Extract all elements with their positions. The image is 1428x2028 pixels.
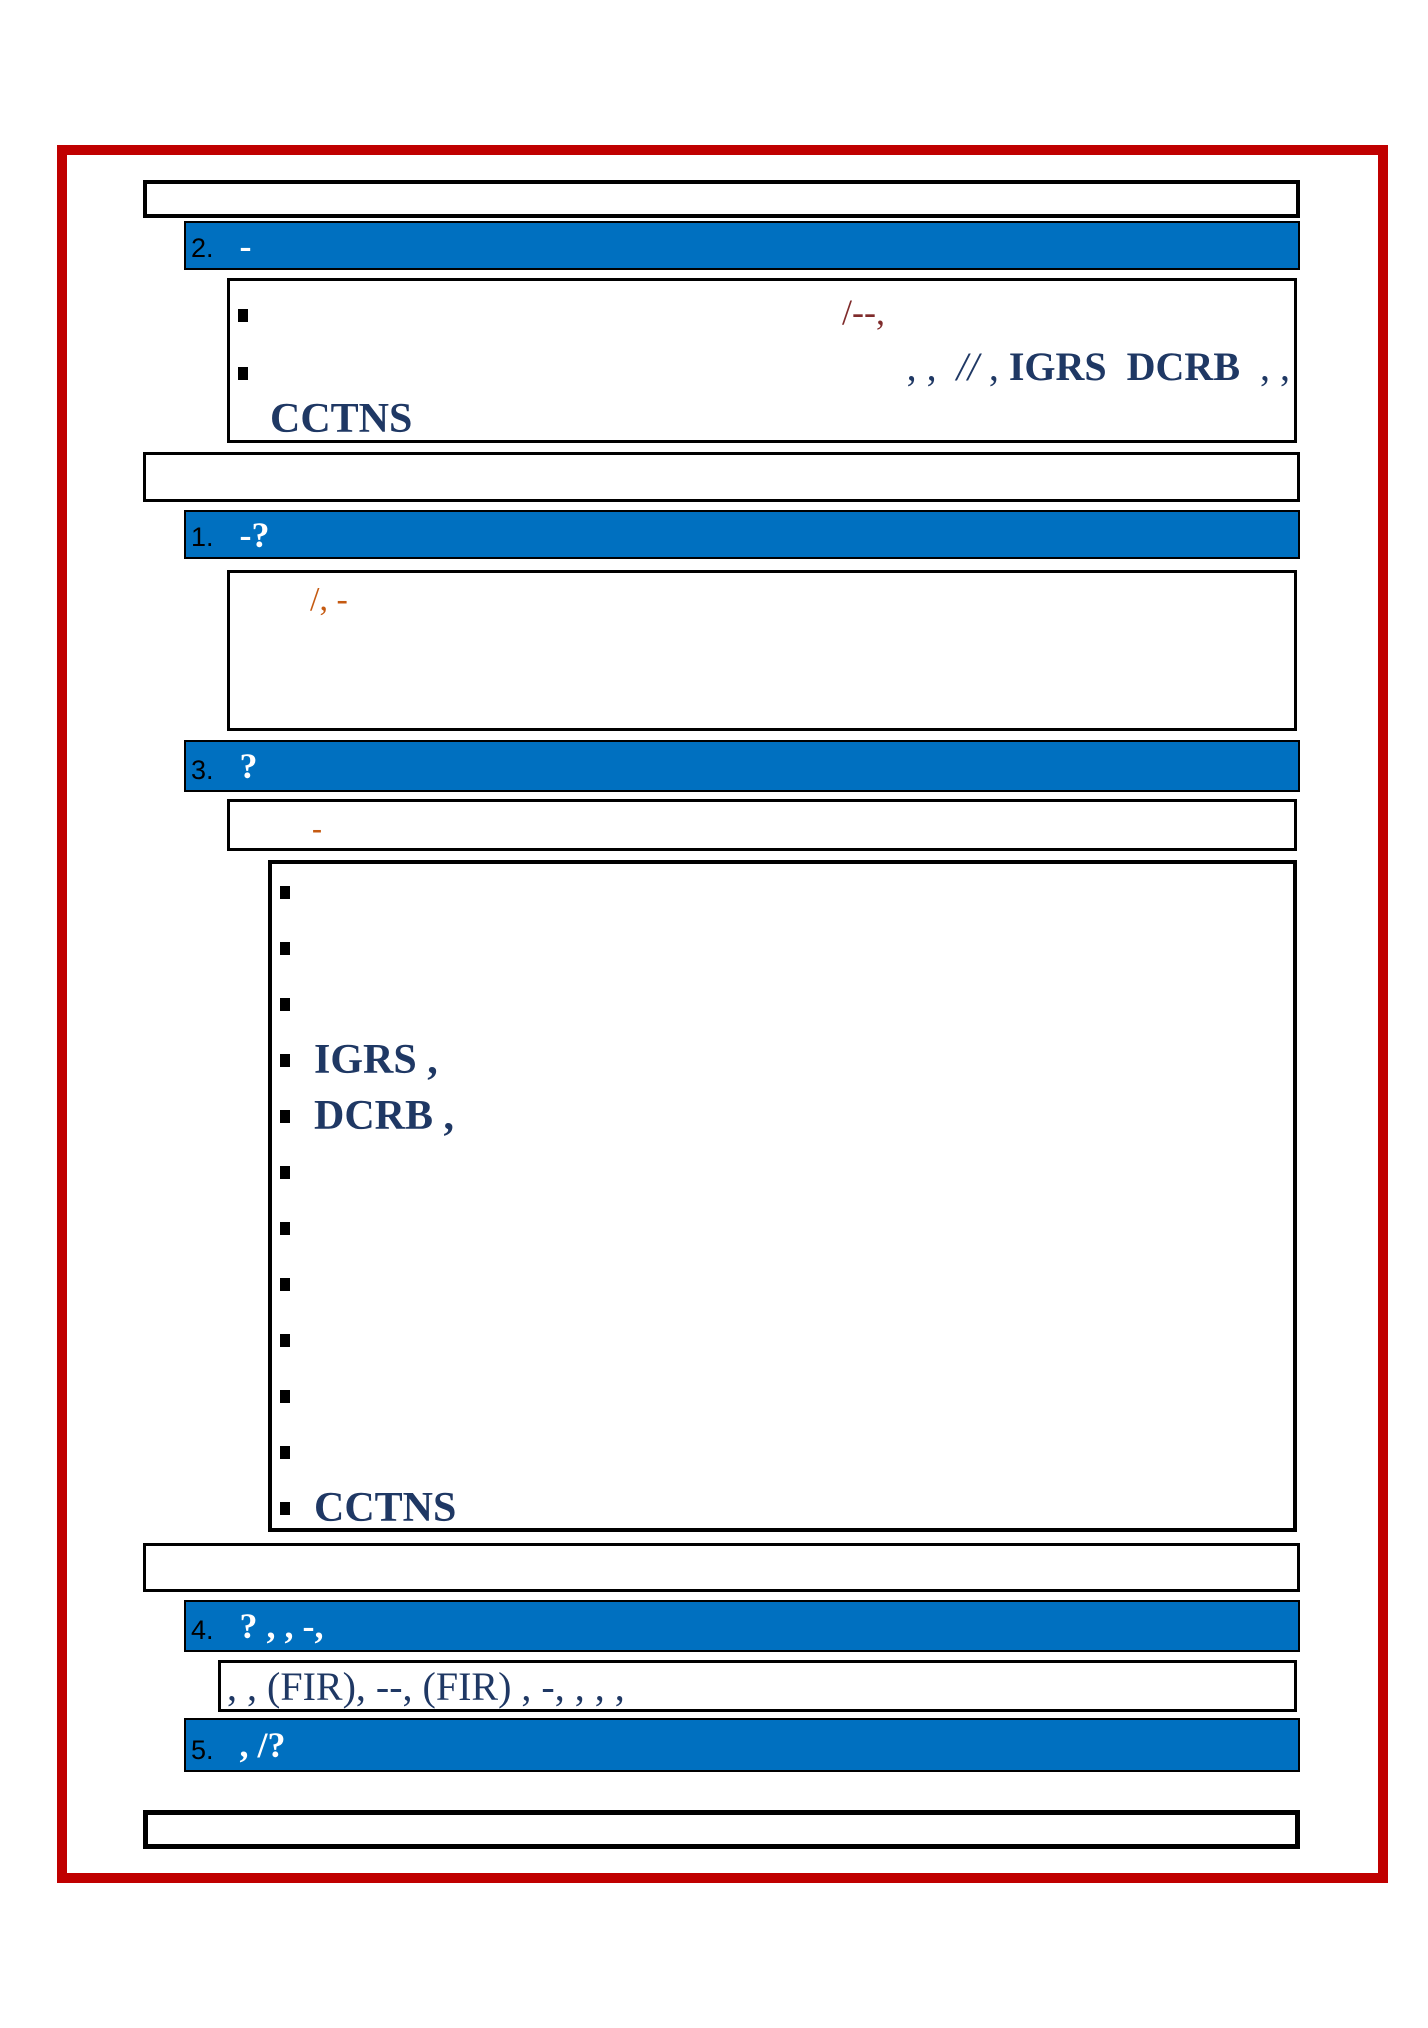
footer-box-empty (143, 1810, 1300, 1849)
bullet2-mid-text: , (978, 344, 1009, 389)
bullet2-slashes-text: // (956, 344, 979, 389)
bullet-square-icon (238, 367, 248, 380)
list-item (272, 864, 1293, 920)
bullet-square-icon (280, 885, 290, 899)
list-item (272, 1424, 1293, 1480)
bullet2-acronyms-text: IGRS DCRB (1008, 344, 1240, 389)
question-4-answer-box: , , (FIR), --, (FIR) , -, , , , (218, 1660, 1297, 1712)
question-3-note-text: - (312, 812, 322, 845)
question-4-answer-text: , , (FIR), --, (FIR) , -, , , , (227, 1664, 625, 1709)
list-item (272, 1256, 1293, 1312)
list-item (272, 1200, 1293, 1256)
question-2-number: 2. (191, 233, 214, 263)
page-border-frame (57, 145, 1388, 1883)
question-3-bar: 3. ? (184, 740, 1300, 792)
bullet-square-icon (280, 1109, 290, 1123)
question-5-bar: 5. , /? (184, 1718, 1300, 1772)
bullet-square-icon (280, 1221, 290, 1235)
question-1-answer-box: /, - (227, 570, 1297, 731)
list-item-text: IGRS , (314, 1037, 438, 1083)
bullet-square-icon (280, 997, 290, 1011)
question-4-bar: 4. ? , , -, (184, 1600, 1300, 1652)
list-item (272, 1312, 1293, 1368)
header-box-empty (143, 180, 1300, 218)
question-2-cctns-text: CCTNS (270, 396, 413, 442)
question-5-number: 5. (191, 1735, 214, 1765)
question-3-note-box: - (227, 799, 1297, 851)
question-1-title: -? (239, 514, 270, 555)
separator-box-empty (143, 452, 1300, 502)
question-2-bar: 2. - (184, 221, 1300, 270)
bullet2-lead-text: , , (906, 344, 957, 389)
bullet-square-icon (280, 941, 290, 955)
list-item-text: CCTNS (314, 1485, 457, 1531)
list-item (272, 920, 1293, 976)
list-item (272, 976, 1293, 1032)
question-4-title: ? , , -, (239, 1606, 324, 1646)
bullet-square-icon (280, 1277, 290, 1291)
bullet-square-icon (280, 1053, 290, 1067)
question-5-title: , /? (239, 1725, 286, 1765)
question-2-title: - (239, 225, 252, 266)
question-3-title: ? (239, 746, 258, 786)
list-item-igrs: IGRS , (272, 1032, 1293, 1088)
bullet-square-icon (280, 1445, 290, 1459)
question-2-bullet2-text: , , // , IGRS DCRB , , (907, 343, 1290, 390)
question-1-note-text: /, - (310, 581, 348, 618)
bullet-square-icon (280, 1501, 290, 1515)
question-3-number: 3. (191, 755, 214, 785)
bullet-square-icon (280, 1333, 290, 1347)
question-1-number: 1. (191, 522, 214, 552)
question-2-bullet1-text: /--, (842, 292, 885, 332)
question-3-bullet-list-box: IGRS , DCRB , (268, 860, 1297, 1532)
question-4-number: 4. (191, 1615, 214, 1645)
bullet2-trail-text: , , (1240, 344, 1290, 389)
question-1-bar: 1. -? (184, 510, 1300, 559)
list-item-text: DCRB , (314, 1093, 455, 1139)
bullet-square-icon (280, 1389, 290, 1403)
bullet-square-icon (238, 309, 248, 322)
list-item (272, 1368, 1293, 1424)
bullet-square-icon (280, 1165, 290, 1179)
list-item-dcrb: DCRB , (272, 1088, 1293, 1144)
separator-box-empty (143, 1543, 1300, 1592)
list-item-cctns: CCTNS (272, 1480, 1293, 1536)
question-2-answer-box: /--, , , // , IGRS DCRB , , CCTNS (227, 278, 1297, 443)
list-item (272, 1144, 1293, 1200)
